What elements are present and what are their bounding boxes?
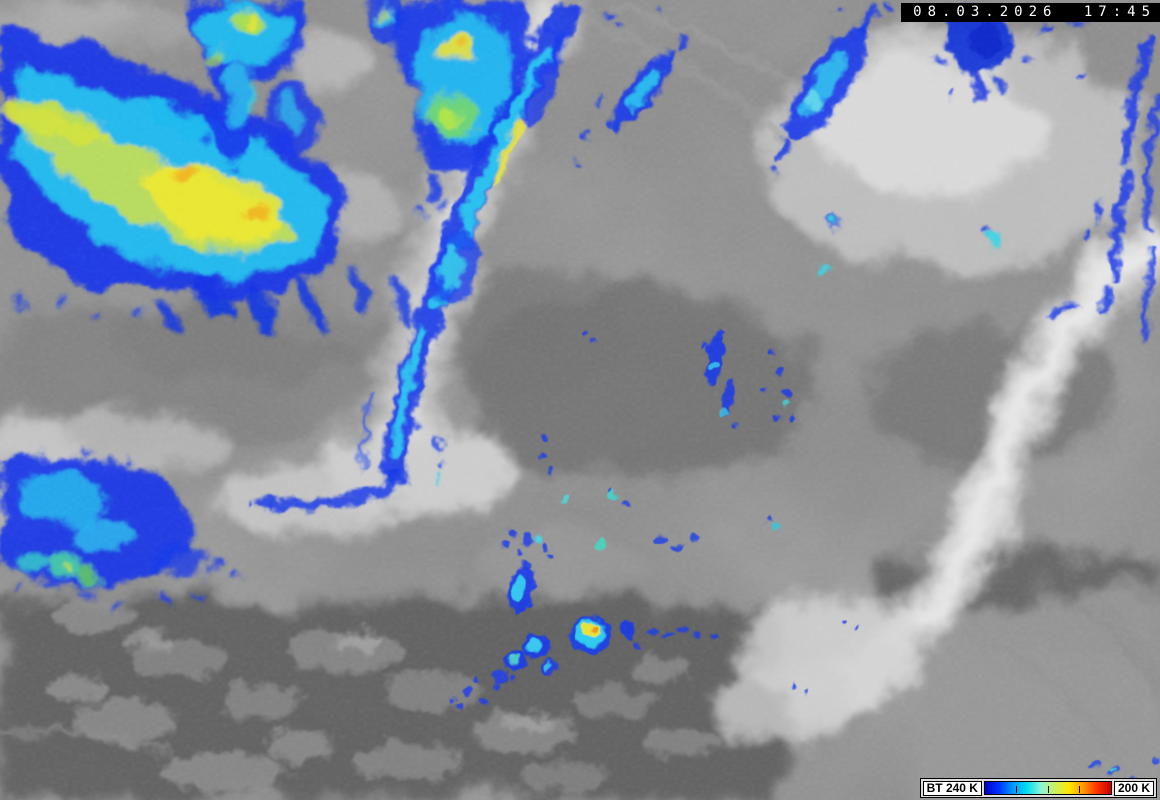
colorbar-tick (1016, 786, 1018, 793)
colorbar-tick (1047, 786, 1049, 793)
colorbar-legend: BT 240 K 200 K (919, 778, 1157, 798)
timestamp-overlay: 08.03.2026 17:45 (901, 3, 1160, 22)
colorbar-min-label: BT 240 K (922, 780, 982, 796)
colorbar-max-label: 200 K (1113, 780, 1154, 796)
colorbar-tick (1079, 786, 1081, 793)
colorbar-gradient (983, 781, 1112, 795)
